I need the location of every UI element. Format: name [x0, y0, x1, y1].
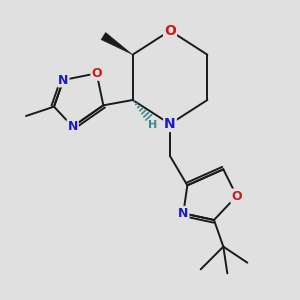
Text: N: N	[58, 74, 68, 86]
Text: N: N	[68, 120, 78, 133]
Text: O: O	[92, 67, 102, 80]
Text: O: O	[164, 24, 176, 38]
Text: N: N	[164, 117, 176, 131]
Text: N: N	[178, 207, 188, 220]
Polygon shape	[101, 32, 133, 55]
Text: H: H	[148, 120, 157, 130]
Text: O: O	[231, 190, 242, 202]
